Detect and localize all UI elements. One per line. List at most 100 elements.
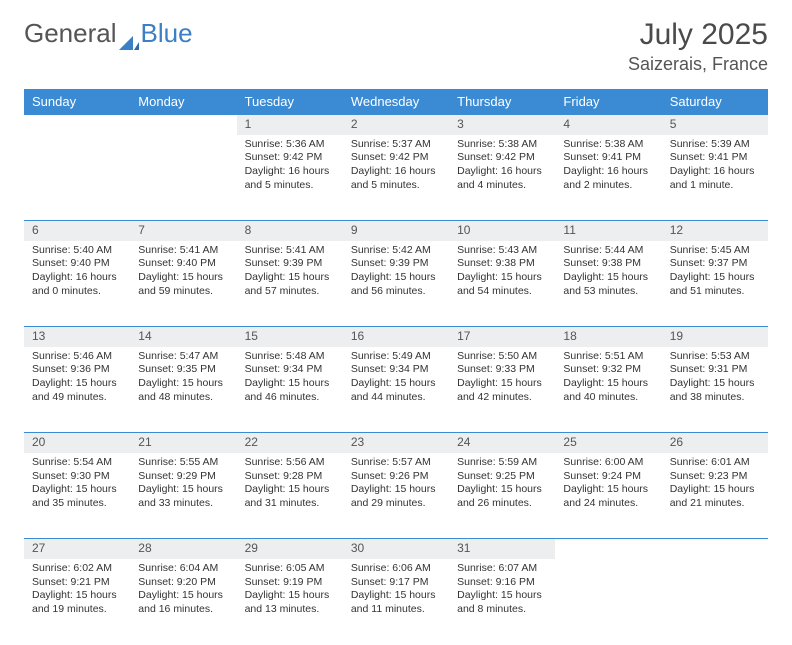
day-number-row: 2728293031 (24, 539, 768, 559)
calendar-table: SundayMondayTuesdayWednesdayThursdayFrid… (24, 89, 768, 645)
daylight-text: Daylight: 15 hours and 29 minutes. (351, 483, 441, 510)
day-cell: Sunrise: 5:47 AMSunset: 9:35 PMDaylight:… (130, 347, 236, 433)
day-cell: Sunrise: 5:37 AMSunset: 9:42 PMDaylight:… (343, 135, 449, 221)
daylight-text: Daylight: 15 hours and 8 minutes. (457, 589, 547, 616)
sunset-text: Sunset: 9:39 PM (351, 257, 441, 271)
daylight-text: Daylight: 15 hours and 40 minutes. (563, 377, 653, 404)
sunset-text: Sunset: 9:37 PM (670, 257, 760, 271)
day-number: 27 (24, 539, 130, 559)
day-cell: Sunrise: 6:07 AMSunset: 9:16 PMDaylight:… (449, 559, 555, 645)
day-number: 23 (343, 433, 449, 453)
empty-cell (662, 559, 768, 645)
sunrise-text: Sunrise: 6:01 AM (670, 456, 760, 470)
day-number: 5 (662, 115, 768, 135)
logo-text-2: Blue (141, 18, 193, 49)
day-number: 2 (343, 115, 449, 135)
sunset-text: Sunset: 9:19 PM (245, 576, 335, 590)
daylight-text: Daylight: 15 hours and 48 minutes. (138, 377, 228, 404)
day-number: 19 (662, 327, 768, 347)
sunrise-text: Sunrise: 5:39 AM (670, 138, 760, 152)
empty-cell (555, 539, 661, 559)
day-number: 29 (237, 539, 343, 559)
day-cell: Sunrise: 5:39 AMSunset: 9:41 PMDaylight:… (662, 135, 768, 221)
day-cell: Sunrise: 5:45 AMSunset: 9:37 PMDaylight:… (662, 241, 768, 327)
sunrise-text: Sunrise: 5:36 AM (245, 138, 335, 152)
daylight-text: Daylight: 15 hours and 59 minutes. (138, 271, 228, 298)
day-cell: Sunrise: 6:05 AMSunset: 9:19 PMDaylight:… (237, 559, 343, 645)
sunset-text: Sunset: 9:39 PM (245, 257, 335, 271)
daylight-text: Daylight: 15 hours and 53 minutes. (563, 271, 653, 298)
sunrise-text: Sunrise: 5:56 AM (245, 456, 335, 470)
day-cell: Sunrise: 5:51 AMSunset: 9:32 PMDaylight:… (555, 347, 661, 433)
daylight-text: Daylight: 15 hours and 38 minutes. (670, 377, 760, 404)
sunset-text: Sunset: 9:34 PM (245, 363, 335, 377)
sunrise-text: Sunrise: 5:40 AM (32, 244, 122, 258)
sunset-text: Sunset: 9:40 PM (138, 257, 228, 271)
sunset-text: Sunset: 9:32 PM (563, 363, 653, 377)
day-number: 26 (662, 433, 768, 453)
sunset-text: Sunset: 9:25 PM (457, 470, 547, 484)
logo-text-1: General (24, 18, 117, 49)
sunset-text: Sunset: 9:21 PM (32, 576, 122, 590)
weekday-header: Sunday (24, 89, 130, 115)
logo: General Blue (24, 18, 193, 49)
day-number: 30 (343, 539, 449, 559)
weekday-header: Monday (130, 89, 236, 115)
weekday-header: Friday (555, 89, 661, 115)
empty-cell (24, 115, 130, 135)
sunrise-text: Sunrise: 5:38 AM (563, 138, 653, 152)
sunset-text: Sunset: 9:24 PM (563, 470, 653, 484)
day-number: 20 (24, 433, 130, 453)
day-cell: Sunrise: 5:43 AMSunset: 9:38 PMDaylight:… (449, 241, 555, 327)
day-cell: Sunrise: 5:55 AMSunset: 9:29 PMDaylight:… (130, 453, 236, 539)
sunrise-text: Sunrise: 5:43 AM (457, 244, 547, 258)
day-content-row: Sunrise: 5:36 AMSunset: 9:42 PMDaylight:… (24, 135, 768, 221)
day-cell: Sunrise: 6:04 AMSunset: 9:20 PMDaylight:… (130, 559, 236, 645)
day-number: 31 (449, 539, 555, 559)
sunset-text: Sunset: 9:42 PM (351, 151, 441, 165)
day-cell: Sunrise: 5:59 AMSunset: 9:25 PMDaylight:… (449, 453, 555, 539)
day-number: 4 (555, 115, 661, 135)
sunset-text: Sunset: 9:38 PM (563, 257, 653, 271)
sunrise-text: Sunrise: 5:42 AM (351, 244, 441, 258)
day-cell: Sunrise: 5:36 AMSunset: 9:42 PMDaylight:… (237, 135, 343, 221)
daylight-text: Daylight: 16 hours and 2 minutes. (563, 165, 653, 192)
logo-sail-icon (119, 26, 139, 42)
day-cell: Sunrise: 5:41 AMSunset: 9:40 PMDaylight:… (130, 241, 236, 327)
title-block: July 2025 Saizerais, France (628, 18, 768, 75)
sunset-text: Sunset: 9:26 PM (351, 470, 441, 484)
sunset-text: Sunset: 9:20 PM (138, 576, 228, 590)
sunrise-text: Sunrise: 5:57 AM (351, 456, 441, 470)
daylight-text: Daylight: 16 hours and 5 minutes. (351, 165, 441, 192)
sunrise-text: Sunrise: 6:05 AM (245, 562, 335, 576)
day-cell: Sunrise: 5:38 AMSunset: 9:42 PMDaylight:… (449, 135, 555, 221)
sunrise-text: Sunrise: 5:49 AM (351, 350, 441, 364)
day-cell: Sunrise: 6:06 AMSunset: 9:17 PMDaylight:… (343, 559, 449, 645)
day-number: 21 (130, 433, 236, 453)
page-header: General Blue July 2025 Saizerais, France (24, 18, 768, 75)
sunset-text: Sunset: 9:34 PM (351, 363, 441, 377)
daylight-text: Daylight: 15 hours and 54 minutes. (457, 271, 547, 298)
sunset-text: Sunset: 9:31 PM (670, 363, 760, 377)
daylight-text: Daylight: 15 hours and 19 minutes. (32, 589, 122, 616)
daylight-text: Daylight: 15 hours and 51 minutes. (670, 271, 760, 298)
day-cell: Sunrise: 5:40 AMSunset: 9:40 PMDaylight:… (24, 241, 130, 327)
day-number: 17 (449, 327, 555, 347)
day-content-row: Sunrise: 5:46 AMSunset: 9:36 PMDaylight:… (24, 347, 768, 433)
sunset-text: Sunset: 9:23 PM (670, 470, 760, 484)
day-number-row: 13141516171819 (24, 327, 768, 347)
sunset-text: Sunset: 9:41 PM (670, 151, 760, 165)
daylight-text: Daylight: 16 hours and 5 minutes. (245, 165, 335, 192)
sunrise-text: Sunrise: 5:37 AM (351, 138, 441, 152)
sunset-text: Sunset: 9:40 PM (32, 257, 122, 271)
day-number: 11 (555, 221, 661, 241)
sunset-text: Sunset: 9:36 PM (32, 363, 122, 377)
day-number: 22 (237, 433, 343, 453)
sunrise-text: Sunrise: 5:59 AM (457, 456, 547, 470)
day-content-row: Sunrise: 5:40 AMSunset: 9:40 PMDaylight:… (24, 241, 768, 327)
day-number-row: 20212223242526 (24, 433, 768, 453)
daylight-text: Daylight: 15 hours and 11 minutes. (351, 589, 441, 616)
sunset-text: Sunset: 9:35 PM (138, 363, 228, 377)
day-number: 24 (449, 433, 555, 453)
sunset-text: Sunset: 9:33 PM (457, 363, 547, 377)
